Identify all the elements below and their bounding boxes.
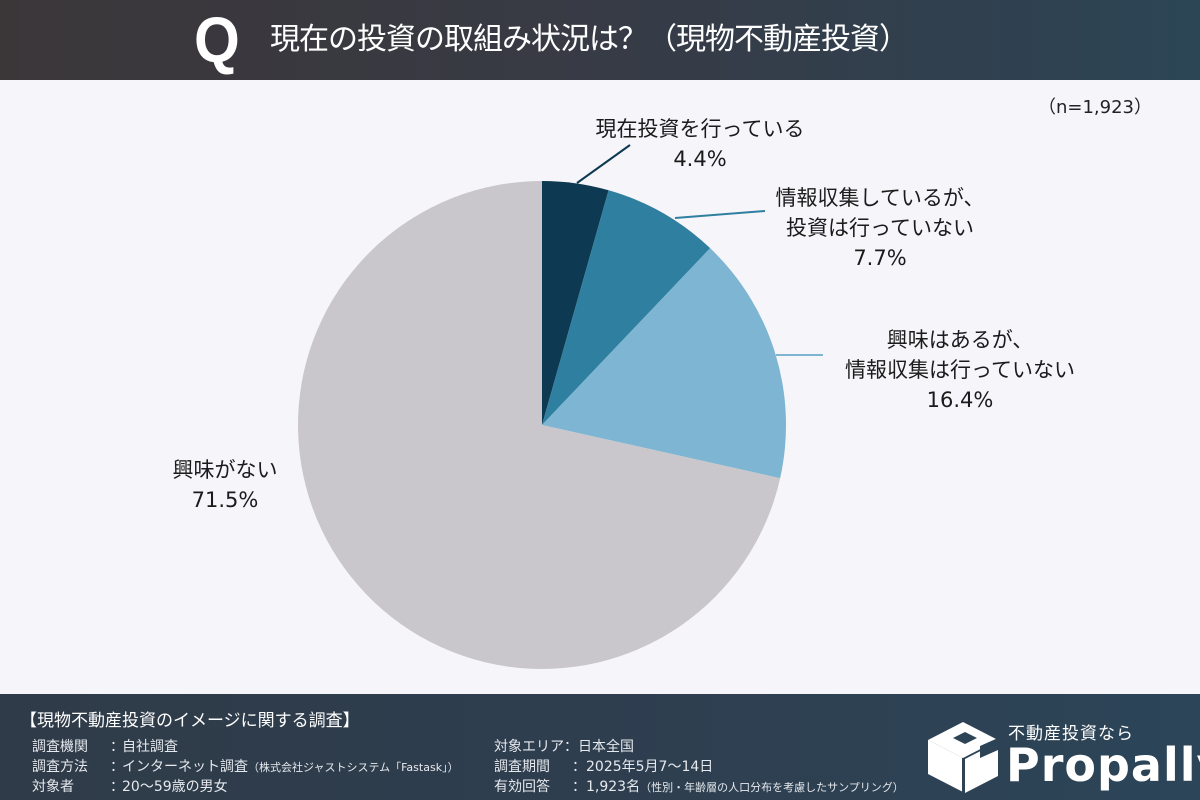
leader-line [674, 210, 766, 219]
label-researching-value: 7.7% [853, 246, 907, 270]
meta-sep: ： [572, 779, 586, 795]
meta-key: 調査方法 [32, 759, 88, 775]
sample-size: （n=1,923） [1037, 97, 1152, 118]
survey-footer: 【現物不動産投資のイメージに関する調査】 調査機関 ：自社調査 調査方法 ：インター… [0, 694, 1200, 800]
pie-chart: 現在投資を行っている 4.4% 情報収集しているが、 投資は行っていない 7.7… [0, 80, 1200, 694]
survey-title: 【現物不動産投資のイメージに関する調査】 [20, 711, 360, 731]
meta-value: 2025年5月7〜14日 [586, 759, 714, 775]
label-not-interested: 興味がない 71.5% [155, 455, 295, 515]
header-banner: Q 現在の投資の取組み状況は？（現物不動産投資） [0, 0, 1200, 80]
label-interested-text-2: 情報収集は行っていない [845, 358, 1075, 382]
meta-value: インターネット調査 [122, 759, 248, 775]
label-investing: 現在投資を行っている 4.4% [560, 114, 840, 174]
meta-value: 20〜59歳の男女 [122, 779, 228, 795]
meta-note: （性別・年齢層の人口分布を考慮したサンプリング） [640, 781, 904, 794]
meta-area: 対象エリア：日本全国 [494, 736, 634, 756]
meta-note: （株式会社ジャストシステム「Fastask」） [248, 761, 459, 774]
meta-value: 日本全国 [578, 739, 634, 755]
meta-key: 調査期間 [494, 759, 550, 775]
page-title: 現在の投資の取組み状況は？（現物不動産投資） [270, 22, 909, 57]
meta-key: 対象エリア [494, 739, 564, 755]
meta-organization: 調査機関 ：自社調査 [32, 736, 178, 756]
meta-sep: ： [110, 759, 124, 775]
label-researching-text-1: 情報収集しているが、 [775, 186, 985, 210]
meta-value: 自社調査 [122, 739, 178, 755]
meta-sep: ： [110, 739, 124, 755]
logo-tagline: 不動産投資なら [1008, 724, 1134, 744]
pie-slice [542, 190, 711, 425]
meta-key: 調査機関 [32, 739, 88, 755]
pie-slice [298, 180, 781, 669]
logo-name: Propally [1006, 738, 1200, 792]
meta-sep: ： [110, 779, 124, 795]
meta-period: 調査期間 ：2025年5月7〜14日 [494, 756, 713, 776]
pie-slice [542, 248, 786, 479]
label-not-interested-text: 興味がない [172, 458, 278, 482]
label-investing-value: 4.4% [673, 147, 727, 171]
label-investing-text: 現在投資を行っている [595, 117, 805, 141]
box-logo-icon [928, 722, 998, 793]
pie-slice [542, 181, 609, 425]
label-not-interested-value: 71.5% [191, 488, 259, 512]
meta-responses: 有効回答 ：1,923名（性別・年齢層の人口分布を考慮したサンプリング） [494, 776, 904, 796]
meta-key: 有効回答 [494, 779, 550, 795]
label-interested-text-1: 興味はあるが、 [886, 328, 1034, 352]
label-interested-value: 16.4% [926, 388, 994, 412]
leader-line [576, 144, 631, 184]
meta-value: 1,923名 [586, 779, 641, 795]
meta-target: 対象者 ：20〜59歳の男女 [32, 776, 228, 796]
meta-sep: ： [564, 739, 578, 755]
meta-key: 対象者 [32, 779, 74, 795]
label-interested: 興味はあるが、 情報収集は行っていない 16.4% [825, 325, 1095, 415]
meta-method: 調査方法 ：インターネット調査（株式会社ジャストシステム「Fastask」） [32, 756, 459, 776]
label-researching-text-2: 投資は行っていない [786, 216, 974, 240]
pie-chart-svg [298, 144, 823, 669]
meta-sep: ： [572, 759, 586, 775]
label-researching: 情報収集しているが、 投資は行っていない 7.7% [755, 183, 1005, 273]
question-mark-icon: Q [193, 4, 240, 76]
